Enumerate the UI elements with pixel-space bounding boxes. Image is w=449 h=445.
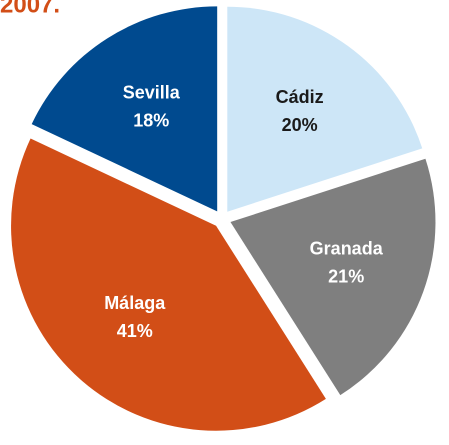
slice-label: Málaga (104, 293, 166, 313)
slice-label: Granada (310, 238, 384, 258)
pie-slice (227, 6, 423, 212)
pie-slice (31, 6, 218, 212)
slice-label: Sevilla (123, 82, 181, 102)
pie-slice (11, 138, 326, 431)
slice-value-label: 20% (282, 115, 318, 135)
pie-slice (230, 158, 436, 396)
slice-label: Cádiz (276, 87, 324, 107)
slice-value-label: 21% (328, 266, 364, 286)
slice-value-label: 41% (117, 321, 153, 341)
slice-value-label: 18% (133, 110, 169, 130)
chart-title: 2007. (0, 0, 60, 18)
